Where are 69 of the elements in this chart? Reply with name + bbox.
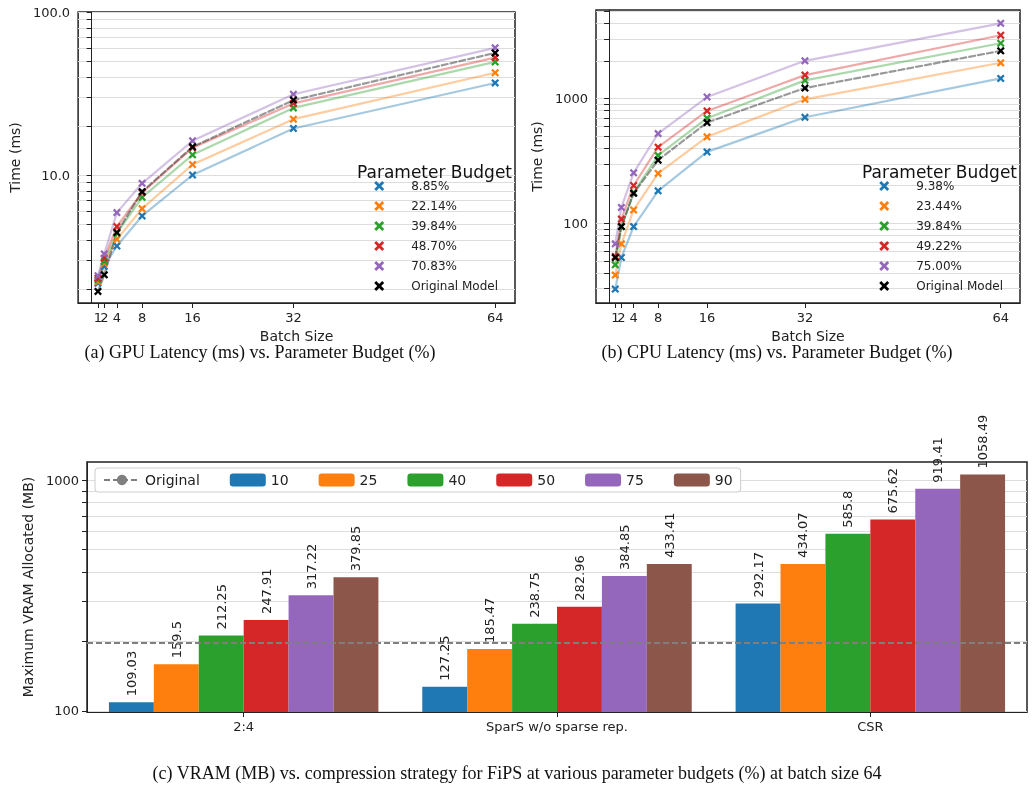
data-label: 292.17	[750, 552, 766, 598]
x-tick-label: 16	[184, 310, 201, 325]
x-tick-label: 2	[100, 310, 109, 325]
legend-label: 22.14%	[411, 199, 457, 213]
x-tick-label: SparS w/o sparse rep.	[486, 719, 628, 734]
data-label: 159.5	[168, 620, 184, 659]
legend-label: 8.85%	[411, 179, 450, 193]
legend-label: 39.84%	[916, 219, 962, 233]
data-label: 1058.49	[975, 414, 991, 469]
x-tick-label: 32	[796, 310, 814, 325]
legend-title: Parameter Budget	[862, 161, 1018, 182]
legend-label: 9.38%	[916, 179, 955, 193]
x-tick-label: 16	[698, 310, 716, 325]
y-tick-label: 10.0	[41, 167, 71, 183]
x-tick-label: 2:4	[233, 719, 255, 734]
y-axis-title: Maximum VRAM Allocated (MB)	[20, 476, 36, 698]
legend-label: 90	[714, 472, 733, 488]
data-label: 434.07	[795, 512, 811, 558]
x-axis-title: Batch Size	[259, 327, 334, 344]
legend-label: 48.70%	[411, 239, 457, 253]
legend-label: 39.84%	[411, 219, 457, 233]
legend-label: 10	[270, 472, 289, 488]
legend-label: 25	[359, 472, 378, 488]
data-label: 919.41	[930, 437, 946, 483]
legend-label: 40	[448, 472, 467, 488]
x-tick-label: 4	[112, 310, 122, 325]
data-label: 109.03	[123, 650, 139, 697]
data-label: 675.62	[885, 468, 901, 514]
legend-label: Original	[145, 472, 200, 488]
text: (c) VRAM (MB) vs. compression strategy for FiPS at various parameter budgets (%) at batch size 64	[152, 763, 882, 784]
data-label: 127.25	[437, 635, 453, 681]
x-axis-title: Batch Size	[771, 327, 845, 344]
data-label: 317.22	[303, 543, 319, 590]
legend-label: 50	[537, 472, 556, 488]
legend-label: Original Model	[916, 279, 1004, 293]
legend-title: Parameter Budget	[357, 161, 513, 182]
y-axis-title: Time (ms)	[7, 122, 23, 194]
x-tick-label: 8	[653, 310, 663, 325]
x-tick-label: 4	[629, 310, 638, 325]
y-tick-label: 1000	[45, 472, 79, 488]
x-tick-label: CSR	[857, 719, 884, 734]
x-tick-label: 32	[285, 310, 302, 325]
y-tick-label: 1000	[554, 91, 588, 107]
data-label: 185.47	[482, 597, 498, 644]
legend-label: Original Model	[411, 279, 499, 293]
x-tick-label: 64	[486, 310, 504, 325]
x-tick-label: 1	[611, 310, 620, 325]
legend-label: 49.22%	[916, 239, 962, 253]
text: (b) CPU Latency (ms) vs. Parameter Budget (%)	[601, 342, 953, 363]
y-tick-label: 100	[563, 215, 588, 231]
x-tick-label: 8	[137, 310, 147, 325]
data-label: 379.85	[348, 525, 364, 572]
x-tick-label: 2	[617, 310, 626, 325]
legend-label: 75	[626, 472, 644, 488]
legend-label: 70.83%	[411, 259, 457, 273]
y-tick-label: 100.0	[32, 4, 71, 20]
data-label: 238.75	[527, 572, 543, 618]
y-tick-label: 100	[54, 703, 79, 719]
data-label: 433.41	[661, 512, 677, 559]
x-tick-label: 64	[992, 310, 1009, 325]
legend-label: 23.44%	[916, 199, 962, 213]
y-axis-title: Time (ms)	[529, 121, 546, 193]
legend-label: 75.00%	[916, 259, 962, 273]
data-label: 384.85	[616, 524, 632, 570]
data-label: 585.8	[840, 490, 856, 528]
data-label: 247.91	[258, 568, 274, 615]
text: (a) GPU Latency (ms) vs. Parameter Budget (%)	[84, 342, 436, 363]
data-label: 282.96	[571, 555, 587, 601]
data-label: 212.25	[213, 584, 229, 630]
